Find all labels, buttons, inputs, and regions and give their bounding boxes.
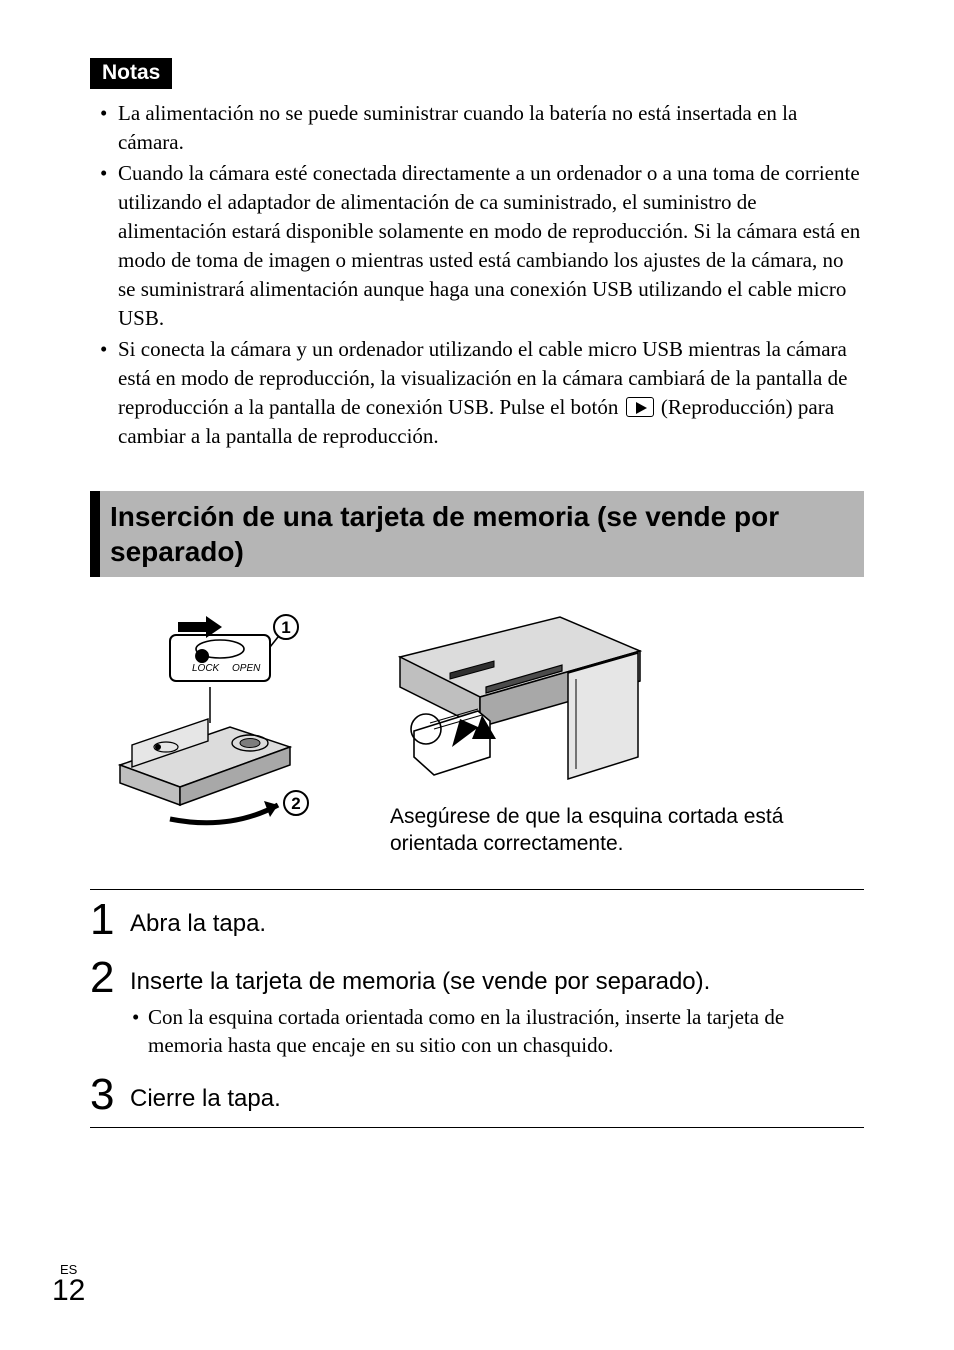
page-number: 12 [52,1276,85,1306]
notes-item: Cuando la cámara esté conectada directam… [98,159,864,333]
step-title: Inserte la tarjeta de memoria (se vende … [130,956,864,998]
play-icon [626,397,654,417]
step-number: 2 [90,956,124,1000]
steps-list: 1 Abra la tapa. 2 Inserte la tarjeta de … [90,889,864,1128]
section-heading: Inserción de una tarjeta de memoria (se … [90,491,864,577]
figure-open-cover: LOCK OPEN 1 [110,607,310,837]
figure-insert-card [390,607,650,797]
figure-row: LOCK OPEN 1 [90,607,864,858]
notes-block: Notas La alimentación no se puede sumini… [90,58,864,451]
step-title: Abra la tapa. [130,898,864,940]
notes-item: Si conecta la cámara y un ordenador util… [98,335,864,451]
figure-right: Asegúrese de que la esquina cortada está… [390,607,864,858]
step-title: Cierre la tapa. [130,1073,864,1115]
notes-badge: Notas [90,58,172,89]
callout-1: 1 [281,618,290,637]
notes-list: La alimentación no se puede suministrar … [90,99,864,451]
figure-caption: Asegúrese de que la esquina cortada está… [390,803,864,858]
callout-2: 2 [291,794,300,813]
lock-label: LOCK [192,663,221,674]
step-sub-item: Con la esquina cortada orientada como en… [130,1003,864,1060]
step: 2 Inserte la tarjeta de memoria (se vend… [90,948,864,1069]
step: 3 Cierre la tapa. [90,1065,864,1127]
step-number: 1 [90,898,124,942]
page-footer: ES 12 [52,1263,85,1306]
open-label: OPEN [232,663,261,674]
step-number: 3 [90,1073,124,1117]
step: 1 Abra la tapa. [90,890,864,952]
figure-left: LOCK OPEN 1 [110,607,310,858]
notes-item: La alimentación no se puede suministrar … [98,99,864,157]
